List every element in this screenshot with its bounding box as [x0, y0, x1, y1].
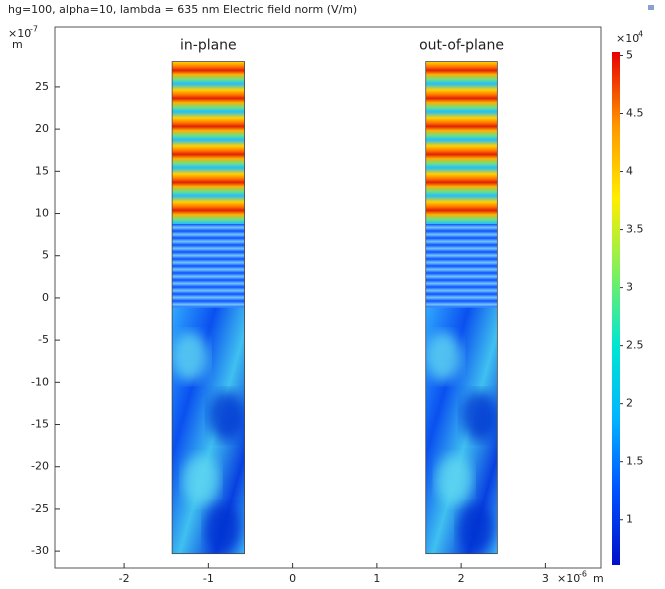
field-blob: [436, 455, 473, 505]
colorbar-tick-label: 4: [626, 165, 633, 178]
colorbar-tick-label: 4.5: [626, 107, 644, 120]
region: [172, 61, 245, 554]
colorbar-tick-label: 2: [626, 397, 633, 410]
colorbar-tick-label: 3: [626, 281, 633, 294]
colorbar: [612, 52, 620, 565]
field-blob: [182, 455, 220, 505]
region-label: out-of-plane: [419, 38, 504, 54]
field-blob: [208, 391, 245, 441]
colorbar-tick-label: 2.5: [626, 339, 644, 352]
y-scale-exp: -7: [30, 25, 38, 34]
colorbar-tick-label: 1: [626, 513, 633, 526]
y-tick-label: -25: [31, 502, 49, 515]
field-blob: [172, 332, 209, 382]
field-top: [425, 61, 498, 224]
icon[interactable]: [648, 5, 654, 10]
y-scale: ×10: [8, 27, 31, 40]
region-border: [171, 61, 245, 555]
x-tick-label: 0: [289, 572, 296, 585]
plot-frame: [54, 26, 602, 569]
region-label: in-plane: [180, 38, 237, 54]
colorbar-scale-exp: 4: [638, 30, 643, 39]
y-tick-label: 5: [42, 249, 49, 262]
field-top: [172, 61, 245, 224]
field-blob: [425, 332, 462, 382]
colorbar-tick-label: 1.5: [626, 455, 644, 468]
x-scale-exp: -6: [579, 570, 587, 579]
region-border: [425, 61, 498, 555]
field-mid: [425, 223, 498, 308]
chart-title: hg=100, alpha=10, lambda = 635 nm Electr…: [8, 3, 357, 16]
y-label: m: [12, 38, 23, 51]
field-mid: [172, 223, 245, 308]
colorbar-tick-label: 5: [626, 48, 633, 61]
y-tick-label: 10: [35, 207, 49, 220]
region: [425, 61, 498, 554]
x-tick-label: 2: [458, 572, 465, 585]
x-label: m: [593, 572, 604, 585]
y-tick-label: -10: [31, 375, 49, 388]
x-tick-label: 3: [542, 572, 549, 585]
x-scale: ×10: [557, 572, 580, 585]
y-tick-label: -15: [31, 418, 49, 431]
colorbar-scale: ×10: [616, 32, 639, 45]
x-tick-label: -1: [203, 572, 214, 585]
y-tick-label: 0: [42, 291, 49, 304]
x-tick-label: -2: [119, 572, 130, 585]
y-tick-label: -20: [31, 460, 49, 473]
colorbar-tick-label: 3.5: [626, 223, 644, 236]
field-blob: [461, 391, 498, 441]
y-tick-label: 15: [35, 164, 49, 177]
y-tick-label: -30: [31, 544, 49, 557]
x-tick-label: 1: [373, 572, 380, 585]
y-tick-label: 25: [35, 80, 49, 93]
y-tick-label: -5: [38, 333, 49, 346]
field-blob: [457, 504, 494, 554]
y-tick-label: 20: [35, 122, 49, 135]
field-blob: [204, 504, 241, 554]
